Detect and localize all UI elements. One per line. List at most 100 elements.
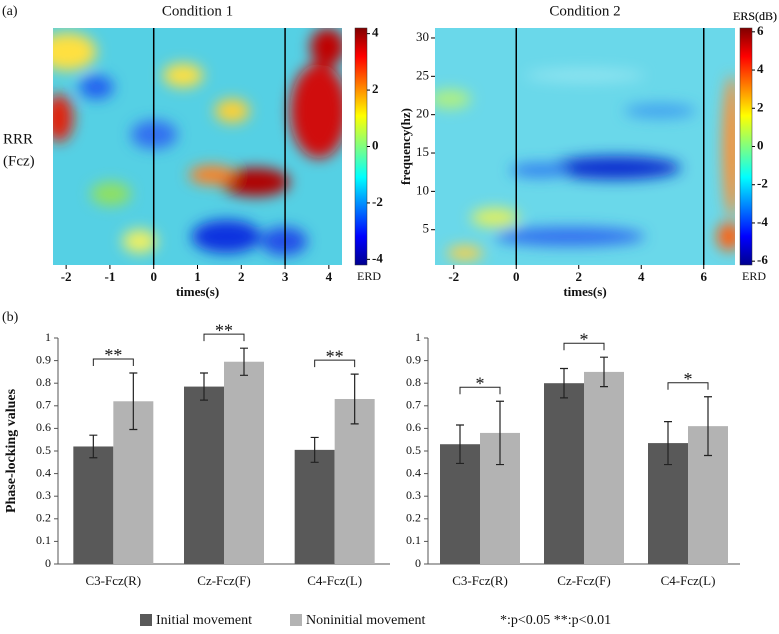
heatmap-blob — [261, 227, 308, 256]
y-tick-label: 0.8 — [36, 375, 51, 389]
heatmap-blob — [624, 103, 696, 119]
heatmap-blob — [289, 63, 342, 159]
heatmap-blob — [90, 182, 132, 206]
y-tick-label: 0.8 — [406, 375, 421, 389]
heatmap-blobs — [53, 28, 342, 256]
colorbar-tick-label: -2 — [757, 176, 768, 191]
colorbar-bottom-label: ERD — [742, 269, 766, 283]
y-tick-label: 0.6 — [406, 420, 421, 434]
y-axis-label: Phase-locking values — [4, 388, 19, 513]
y-tick-label: 25 — [416, 67, 429, 82]
colorbar-tick-label: -6 — [757, 252, 768, 267]
heatmap-blob — [220, 167, 290, 197]
heatmap-blob — [79, 75, 114, 100]
bar — [294, 449, 335, 564]
y-tick-label: 0.1 — [406, 533, 421, 547]
heatmap-title: Condition 1 — [162, 3, 233, 19]
x-tick-label: -2 — [61, 269, 72, 284]
significance-label: * — [580, 329, 589, 349]
heatmap-blob — [188, 165, 236, 185]
heatmap-image — [53, 28, 342, 265]
bar — [334, 399, 375, 564]
error-bar — [129, 372, 138, 431]
y-tick-label: 5 — [423, 221, 430, 236]
heatmap-blob — [435, 89, 471, 109]
significance-bracket — [92, 358, 134, 367]
panel-label: (b) — [2, 310, 19, 325]
x-tick-label: 6 — [701, 269, 708, 284]
colorbar-tick-label: 4 — [372, 25, 379, 40]
y-tick-label: 0.9 — [36, 352, 51, 366]
heatmap-blob — [162, 63, 204, 88]
colorbar-tick-label: 6 — [757, 23, 764, 38]
colorbar-label: ERS(dB) — [733, 9, 777, 23]
colorbar-tick-label: 0 — [372, 137, 379, 152]
error-bar — [89, 434, 98, 459]
y-tick-label: 0.7 — [406, 398, 421, 412]
significance-label: ** — [104, 345, 122, 365]
legend-swatch — [140, 614, 152, 626]
heatmap-blobs — [435, 68, 735, 261]
y-tick-label: 0.5 — [36, 443, 51, 457]
heatmap-title: Condition 2 — [549, 3, 620, 19]
legend-swatch — [290, 614, 302, 626]
x-tick-label: -1 — [105, 269, 116, 284]
colorbar-tick-label: 2 — [757, 99, 764, 114]
colorbar-tick-label: -2 — [372, 194, 383, 209]
y-tick-label: 0.3 — [406, 488, 421, 502]
y-tick-label: 0.9 — [406, 352, 421, 366]
significance-bracket — [563, 342, 605, 351]
bar — [584, 371, 624, 564]
significance-label: ** — [326, 346, 344, 366]
colorbar-label: ERS(dB) — [733, 9, 777, 23]
x-tick-label: 2 — [576, 269, 583, 284]
bar — [73, 446, 114, 564]
colorbar-tick-label: 4 — [757, 61, 764, 76]
colorbar-tick-label: 0 — [757, 137, 764, 152]
x-tick-label: C3-Fcz(R) — [86, 573, 142, 588]
significance-bracket — [667, 382, 709, 390]
x-tick-label: C4-Fcz(L) — [661, 573, 716, 588]
bar — [224, 361, 264, 564]
significance-label: * — [476, 373, 485, 393]
significance-bracket — [203, 333, 245, 342]
heatmap-blob — [53, 94, 74, 142]
error-bar — [310, 436, 319, 463]
x-axis-label: times(s) — [563, 284, 606, 299]
error-bar — [350, 373, 359, 425]
heatmap-blob — [525, 68, 645, 83]
error-bar — [240, 347, 248, 376]
legend-label: Noninitial movement — [306, 613, 425, 628]
x-tick-label: -2 — [448, 269, 459, 284]
y-tick-label: 15 — [416, 144, 429, 159]
row-label: (Fcz) — [3, 153, 35, 169]
x-tick-label: Cz-Fcz(F) — [197, 573, 250, 588]
error-bar — [496, 400, 504, 466]
panel-label: (a) — [2, 4, 18, 19]
heatmap-blob — [214, 99, 250, 123]
heatmap-blob — [471, 208, 519, 228]
colorbar-tick-label: 2 — [372, 81, 379, 96]
error-bar — [456, 424, 464, 465]
x-tick-label: 3 — [282, 269, 289, 284]
y-tick-label: 0.4 — [36, 465, 51, 479]
y-tick-label: 10 — [416, 182, 429, 197]
y-tick-label: 0 — [415, 556, 421, 570]
heatmap-blob — [510, 163, 570, 178]
bar — [544, 383, 584, 564]
heatmap-blob — [549, 155, 681, 180]
error-bar — [560, 367, 568, 399]
legend-label: Initial movement — [156, 613, 252, 628]
y-axis-label: frequency(hz) — [398, 108, 413, 185]
colorbar — [354, 27, 368, 266]
x-tick-label: Cz-Fcz(F) — [557, 573, 610, 588]
x-axis-label: times(s) — [176, 284, 219, 299]
y-tick-label: 0.2 — [36, 511, 51, 525]
x-tick-label: C3-Fcz(R) — [452, 573, 508, 588]
y-tick-label: 0.5 — [406, 443, 421, 457]
x-tick-label: C4-Fcz(L) — [307, 573, 362, 588]
y-tick-label: 20 — [416, 106, 429, 121]
y-tick-label: 0.4 — [406, 465, 421, 479]
colorbar-bottom-label: ERD — [357, 269, 381, 283]
error-bar — [200, 372, 208, 401]
